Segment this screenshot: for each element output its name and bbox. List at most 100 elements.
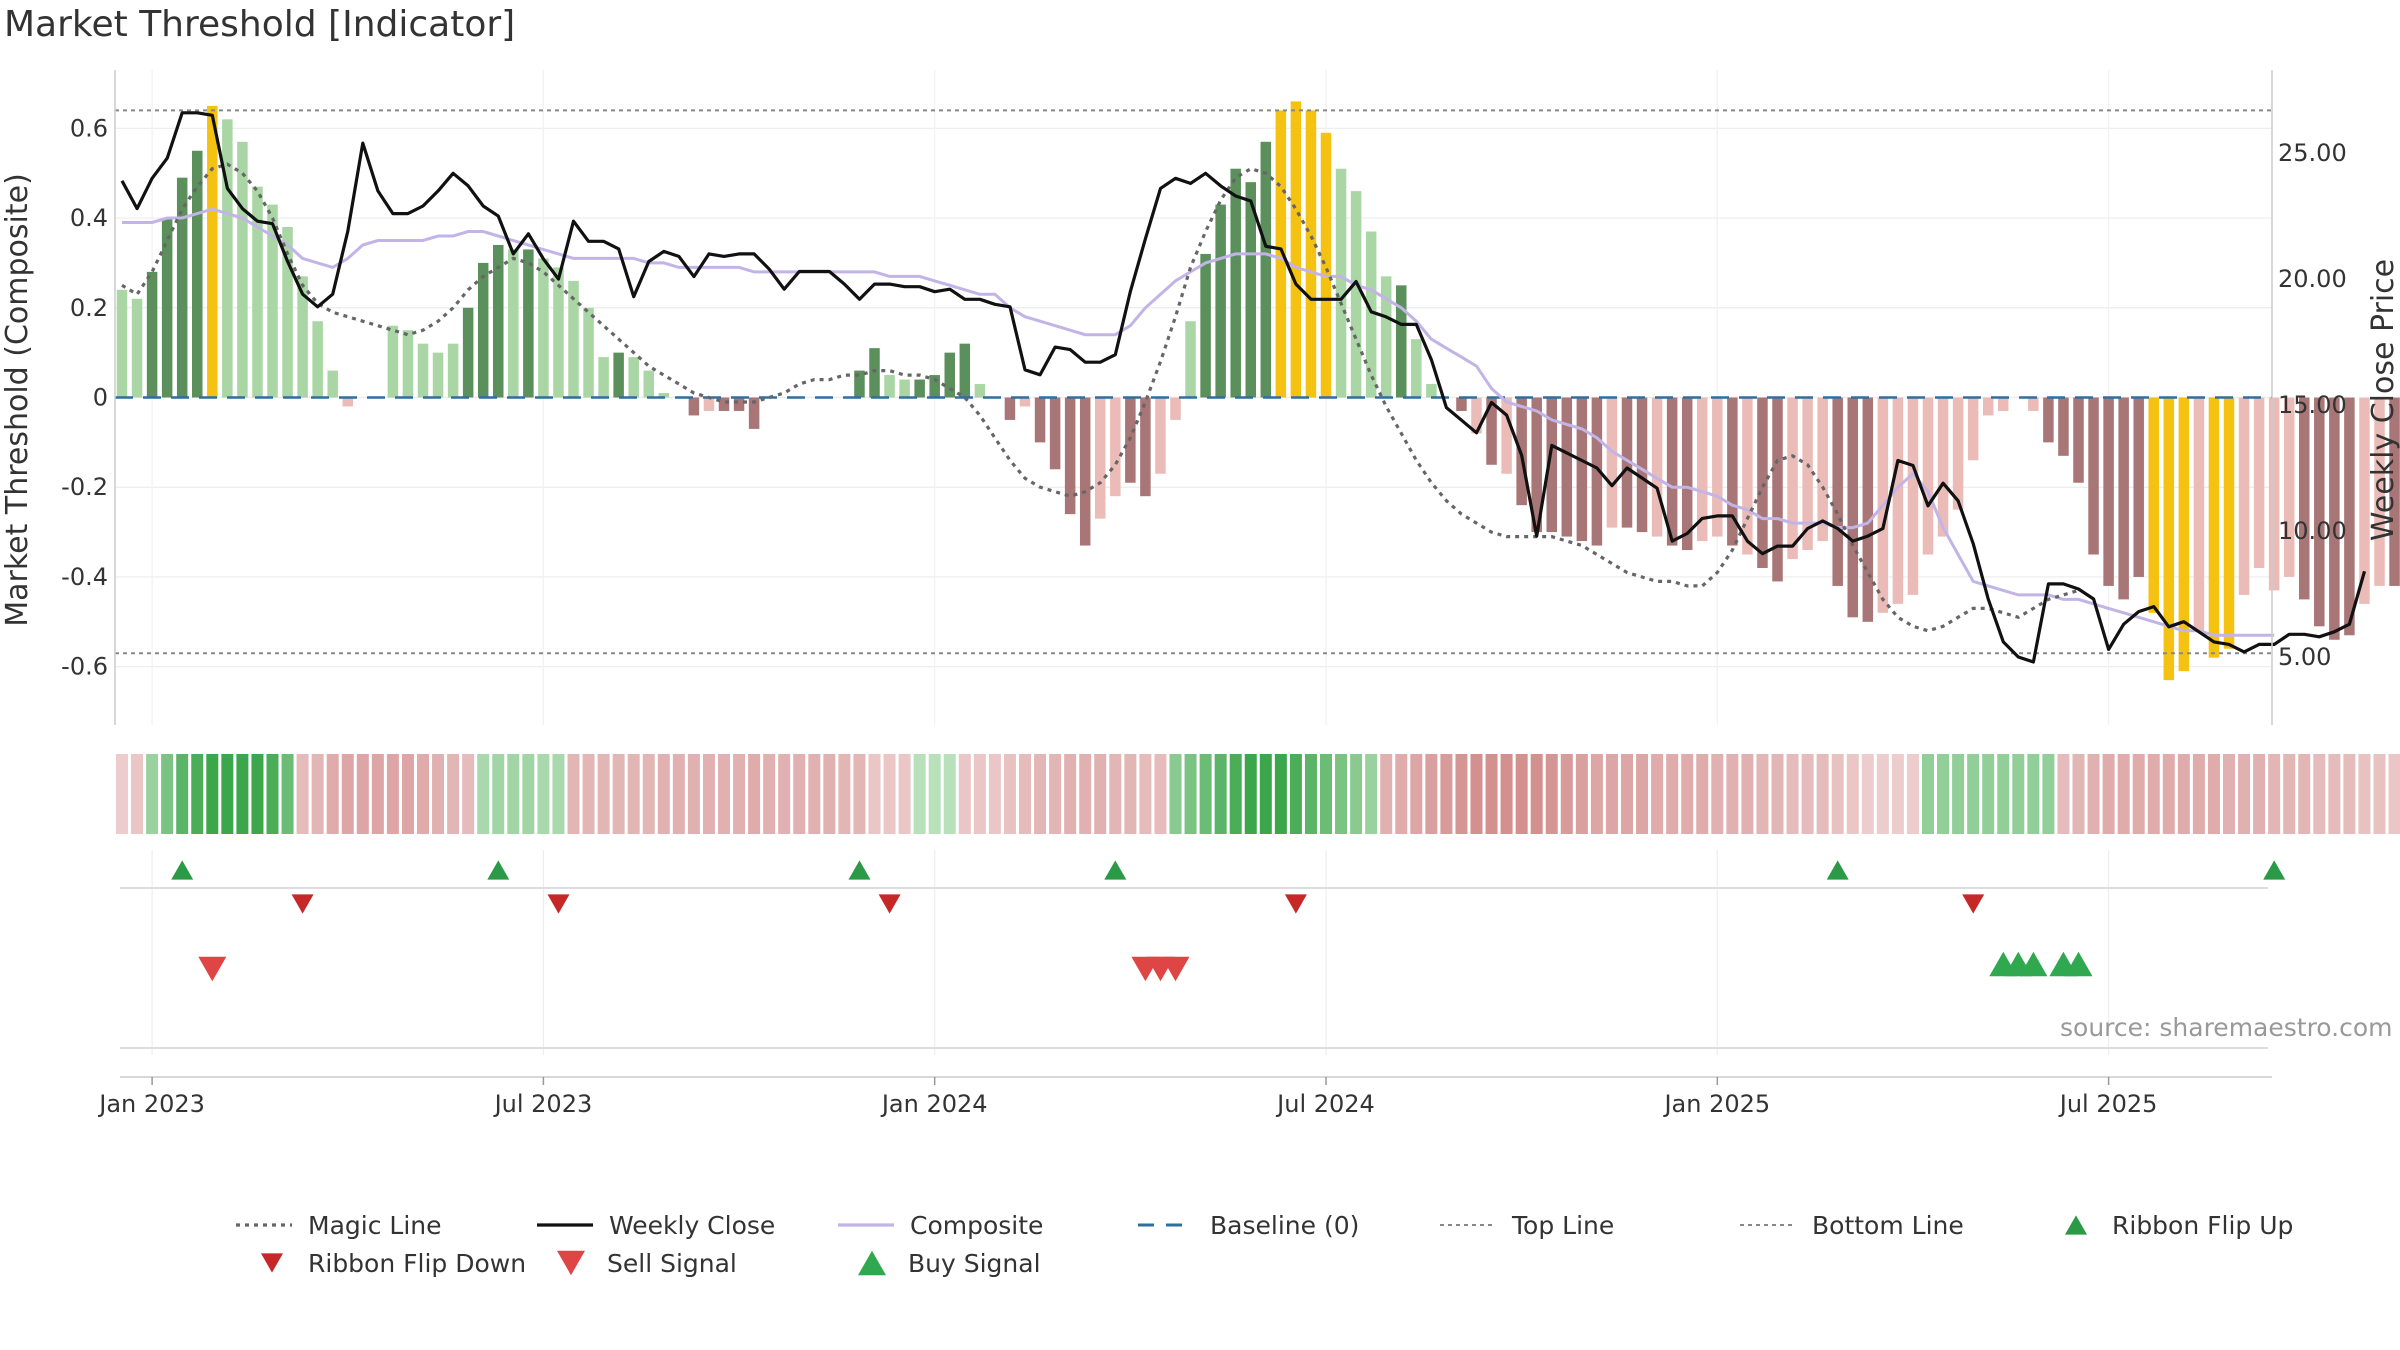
sell-signal-marker — [198, 956, 227, 982]
buy-signal-marker — [2064, 951, 2093, 977]
threshold-bar — [1982, 397, 1994, 416]
threshold-bar — [1004, 397, 1016, 420]
ribbon-flip-up-marker — [171, 860, 194, 880]
x-tick-label: Jan 2023 — [97, 1090, 205, 1118]
threshold-bar — [1140, 397, 1151, 497]
legend-label: Top Line — [1511, 1211, 1614, 1240]
source-note: source: sharemaestro.com — [2060, 1013, 2393, 1042]
ribbon-cell — [642, 754, 655, 834]
ribbon-cell — [2238, 754, 2251, 834]
threshold-bar — [176, 177, 188, 398]
ribbon-cell — [1049, 754, 1062, 834]
ribbon-cell — [447, 754, 460, 834]
ribbon-strip — [116, 754, 2400, 834]
left-tick-label: -0.6 — [61, 653, 108, 681]
ribbon-cell — [2358, 754, 2371, 834]
threshold-bar — [2118, 397, 2129, 600]
threshold-bar — [1110, 397, 1121, 497]
threshold-bar — [748, 397, 760, 429]
ribbon-cell — [627, 754, 640, 834]
threshold-bar — [2374, 397, 2385, 586]
ribbon-cell — [1199, 754, 1212, 834]
ribbon-cell — [1982, 754, 1995, 834]
ribbon-cell — [1952, 754, 1965, 834]
threshold-bar — [1095, 397, 1106, 519]
ribbon-cell — [2117, 754, 2130, 834]
signal-markers — [120, 860, 2286, 1049]
right-tick-label: 25.00 — [2278, 139, 2347, 167]
ribbon-cell — [236, 754, 249, 834]
ribbon-cell — [702, 754, 715, 834]
legend-label: Ribbon Flip Up — [2112, 1211, 2293, 1240]
threshold-bar — [477, 262, 489, 398]
ribbon-cell — [1109, 754, 1122, 834]
legend-item-magic: Magic Line — [236, 1211, 442, 1240]
ribbon-cell — [1304, 754, 1317, 834]
threshold-bar — [2148, 397, 2159, 613]
ribbon-cell — [1831, 754, 1844, 834]
threshold-bar — [2088, 397, 2099, 555]
threshold-bar — [312, 321, 323, 398]
threshold-bar — [1456, 397, 1467, 411]
ribbon-cell — [131, 754, 144, 834]
ribbon-cell — [958, 754, 971, 834]
threshold-bar — [2299, 397, 2310, 600]
ribbon-flip-up-marker — [2263, 860, 2286, 880]
ribbon-flip-down-marker — [1284, 894, 1307, 914]
threshold-bar — [718, 397, 730, 411]
legend-swatch — [858, 1250, 886, 1276]
legend-swatch — [2065, 1215, 2087, 1235]
threshold-bar — [1049, 397, 1061, 470]
threshold-bar — [1952, 397, 1964, 510]
threshold-bar — [237, 141, 248, 398]
ribbon-cell — [2192, 754, 2205, 834]
threshold-bar — [959, 343, 971, 398]
ribbon-cell — [1184, 754, 1197, 834]
ribbon-cell — [371, 754, 384, 834]
x-tick-label: Jul 2024 — [1275, 1090, 1375, 1118]
ribbon-cell — [477, 754, 490, 834]
ribbon-cell — [1876, 754, 1889, 834]
ribbon-cell — [1064, 754, 1077, 834]
left-tick-label: 0 — [93, 384, 108, 412]
ribbon-cell — [687, 754, 700, 834]
threshold-bar — [342, 397, 353, 407]
ribbon-cell — [1320, 754, 1332, 834]
ribbon-cell — [296, 754, 309, 834]
threshold-bar — [1426, 384, 1437, 398]
legend-label: Sell Signal — [607, 1249, 737, 1278]
ribbon-cell — [1139, 754, 1152, 834]
ribbon-cell — [1741, 754, 1754, 834]
ribbon-cell — [838, 754, 851, 834]
legend-item-sell: Sell Signal — [557, 1249, 737, 1278]
ribbon-cell — [2268, 754, 2281, 834]
threshold-bar — [568, 280, 579, 398]
threshold-bar — [402, 330, 414, 398]
ribbon-cell — [1365, 754, 1378, 834]
threshold-bar — [1305, 110, 1317, 398]
ribbon-cell — [1726, 754, 1739, 834]
threshold-bar — [2359, 397, 2370, 604]
threshold-bar — [1742, 397, 1753, 555]
ribbon-cell — [1515, 754, 1528, 834]
ribbon-flip-up-marker — [848, 860, 871, 880]
threshold-bar — [1200, 253, 1211, 398]
ribbon-cell — [1816, 754, 1829, 834]
ribbon-cell — [116, 754, 128, 834]
threshold-bar — [161, 218, 173, 398]
threshold-bar — [1155, 397, 1166, 474]
ribbon-cell — [1786, 754, 1799, 834]
ribbon-cell — [2012, 754, 2025, 834]
ribbon-cell — [1560, 754, 1573, 834]
ribbon-cell — [567, 754, 580, 834]
threshold-bar — [2028, 397, 2039, 411]
magic-line — [121, 162, 2079, 633]
ribbon-cell — [1967, 754, 1980, 834]
sell-signal-marker — [1161, 956, 1190, 982]
ribbon-cell — [1380, 754, 1393, 834]
threshold-bar — [267, 204, 278, 398]
ribbon-cell — [356, 754, 369, 834]
ribbon-cell — [898, 754, 911, 834]
legend-label: Buy Signal — [908, 1249, 1041, 1278]
threshold-bar — [929, 375, 940, 398]
